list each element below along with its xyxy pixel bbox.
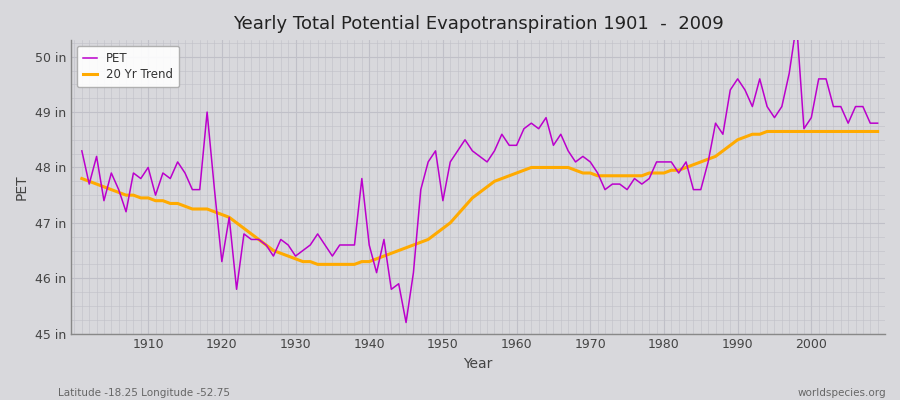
PET <box>872 121 883 126</box>
Title: Yearly Total Potential Evapotranspiration 1901  -  2009: Yearly Total Potential Evapotranspiratio… <box>232 15 724 33</box>
Y-axis label: PET: PET <box>15 174 29 200</box>
20 Yr Trend <box>135 196 146 200</box>
PET <box>400 320 411 325</box>
PET <box>791 21 802 26</box>
20 Yr Trend <box>76 176 87 181</box>
Line: PET: PET <box>82 24 878 322</box>
PET <box>342 242 353 247</box>
PET <box>518 126 529 131</box>
20 Yr Trend <box>872 129 883 134</box>
Line: 20 Yr Trend: 20 Yr Trend <box>82 132 878 264</box>
PET <box>298 248 309 253</box>
PET <box>76 148 87 153</box>
20 Yr Trend <box>761 129 772 134</box>
Legend: PET, 20 Yr Trend: PET, 20 Yr Trend <box>76 46 179 87</box>
20 Yr Trend <box>511 171 522 176</box>
20 Yr Trend <box>607 173 617 178</box>
Text: Latitude -18.25 Longitude -52.75: Latitude -18.25 Longitude -52.75 <box>58 388 230 398</box>
20 Yr Trend <box>349 262 360 267</box>
PET <box>511 143 522 148</box>
X-axis label: Year: Year <box>464 357 492 371</box>
20 Yr Trend <box>312 262 323 267</box>
PET <box>135 176 146 181</box>
20 Yr Trend <box>298 259 309 264</box>
PET <box>607 182 617 186</box>
20 Yr Trend <box>518 168 529 173</box>
Text: worldspecies.org: worldspecies.org <box>798 388 886 398</box>
